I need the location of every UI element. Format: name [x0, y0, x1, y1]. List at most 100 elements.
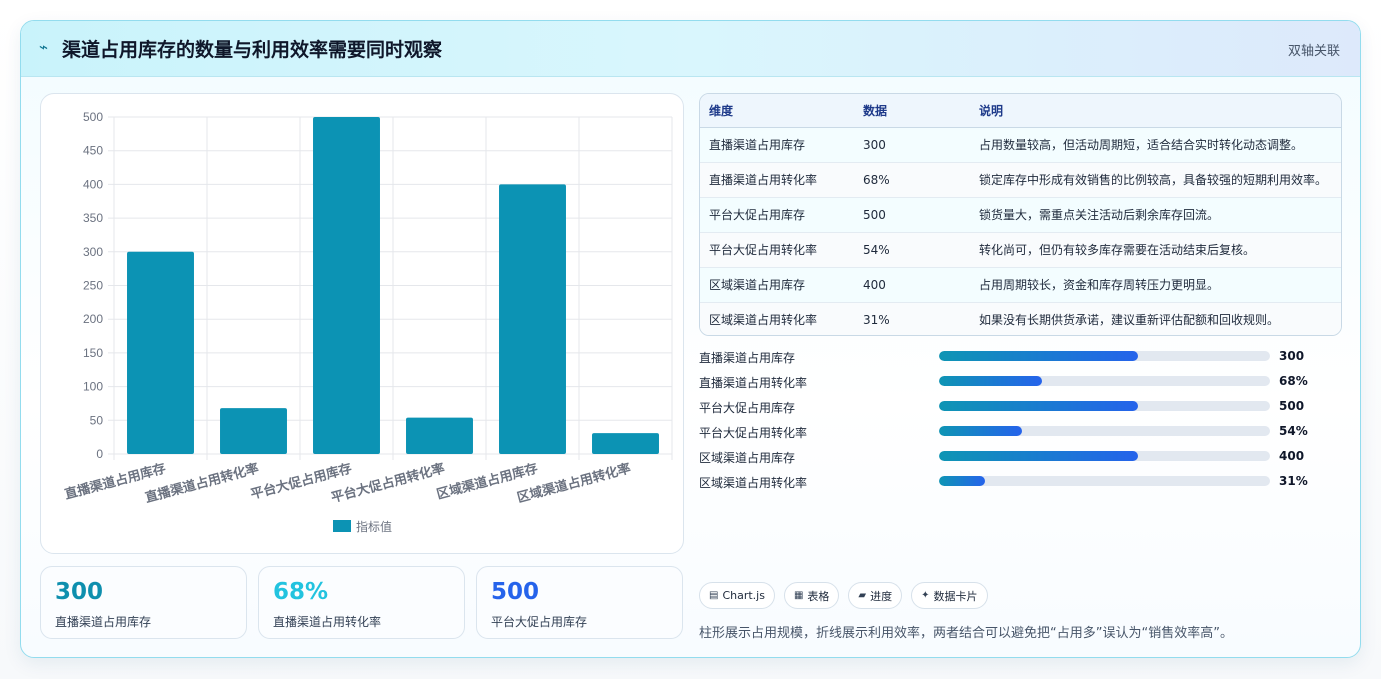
- dashboard-card: ⌁ 渠道占用库存的数量与利用效率需要同时观察 双轴关联 0 50 100 150 200…: [20, 20, 1361, 658]
- chip-progress[interactable]: ▰ 进度: [848, 582, 903, 609]
- table-header-row: 维度 数据 说明: [700, 94, 1341, 128]
- table-row: 区域渠道占用库存 400 占用周期较长，资金和库存周转压力更明显。: [700, 266, 1341, 302]
- table-cell: 转化尚可，但仍有较多库存需要在活动结束后复核。: [970, 231, 1341, 267]
- progress-track: [939, 426, 1270, 436]
- kpi-value: 68%: [273, 579, 329, 605]
- chip-data-cards[interactable]: ✦ 数据卡片: [911, 582, 988, 609]
- progress-row: 平台大促占用转化率 54%: [699, 422, 1342, 447]
- table-cell: 区域渠道占用库存: [700, 266, 854, 302]
- chip-table[interactable]: ▦ 表格: [783, 582, 840, 609]
- bar-chart: 050100150200250300350400450500直播渠道占用库存直播…: [63, 110, 673, 534]
- table-cell: 锁货量大，需重点关注活动后剩余库存回流。: [970, 196, 1341, 232]
- table-row: 平台大促占用库存 500 锁货量大，需重点关注活动后剩余库存回流。: [700, 196, 1341, 232]
- y-tick-label: 450: [83, 144, 103, 158]
- y-tick-label: 200: [83, 312, 103, 326]
- y-tick-label: 50: [90, 413, 104, 427]
- progress-value: 300: [1279, 349, 1305, 363]
- progress-label: 区域渠道占用转化率: [699, 476, 808, 490]
- footnote: 柱形展示占用规模，折线展示利用效率，两者结合可以避免把“占用多”误认为“销售效率…: [699, 626, 1233, 641]
- trend-line-icon: ⌁: [39, 38, 49, 56]
- chip-label: 进度: [870, 589, 893, 603]
- progress-list: 直播渠道占用库存 300 直播渠道占用转化率 68% 平台大促占用库存 500 平台大促占用…: [699, 347, 1342, 497]
- progress-fill: [939, 351, 1138, 361]
- table-cell: 400: [854, 266, 970, 302]
- progress-label: 区域渠道占用库存: [699, 451, 796, 465]
- progress-track: [939, 401, 1270, 411]
- data-table: 维度 数据 说明 直播渠道占用库存 300 占用数量较高，但活动周期短，适合结合…: [700, 94, 1341, 335]
- y-tick-label: 150: [83, 346, 103, 360]
- y-tick-label: 350: [83, 211, 103, 225]
- kpi-card-2: 68% 直播渠道占用转化率: [258, 566, 465, 639]
- bar: [313, 117, 380, 454]
- bar: [127, 251, 194, 454]
- bar: [592, 433, 659, 454]
- progress-row: 直播渠道占用库存 300: [699, 347, 1342, 372]
- kpi-label: 直播渠道占用库存: [55, 615, 152, 629]
- table-cell: 直播渠道占用转化率: [700, 161, 854, 197]
- y-tick-label: 400: [83, 177, 103, 191]
- y-tick-label: 100: [83, 380, 103, 394]
- progress-fill: [939, 401, 1138, 411]
- progress-label: 平台大促占用转化率: [699, 426, 808, 440]
- legend-label: 指标值: [356, 519, 392, 534]
- data-table-panel: 维度 数据 说明 直播渠道占用库存 300 占用数量较高，但活动周期短，适合结合…: [699, 93, 1342, 336]
- table-cell: 68%: [854, 161, 970, 197]
- table-cell: 31%: [854, 301, 970, 335]
- kpi-label: 直播渠道占用转化率: [273, 615, 382, 629]
- table-row: 区域渠道占用转化率 31% 如果没有长期供货承诺，建议重新评估配额和回收规则。: [700, 301, 1341, 335]
- table-cell: 占用周期较长，资金和库存周转压力更明显。: [970, 266, 1341, 302]
- progress-track: [939, 451, 1270, 461]
- chip-chartjs[interactable]: ▤ Chart.js: [699, 582, 775, 609]
- progress-row: 区域渠道占用转化率 31%: [699, 472, 1342, 497]
- table-cell: 300: [854, 126, 970, 162]
- progress-fill: [939, 376, 1042, 386]
- table-cell: 锁定库存中形成有效销售的比例较高，具备较强的短期利用效率。: [970, 161, 1341, 197]
- table-header-cell: 数据: [854, 94, 970, 128]
- table-header-cell: 维度: [700, 94, 854, 128]
- table-cell: 如果没有长期供货承诺，建议重新评估配额和回收规则。: [970, 301, 1341, 335]
- chip-label: 数据卡片: [933, 589, 978, 603]
- progress-label: 平台大促占用库存: [699, 401, 796, 415]
- table-cell: 占用数量较高，但活动周期短，适合结合实时转化动态调整。: [970, 126, 1341, 162]
- progress-fill: [939, 426, 1022, 436]
- progress-value: 500: [1279, 399, 1305, 413]
- table-icon: ▦: [793, 590, 804, 601]
- card-header: ⌁ 渠道占用库存的数量与利用效率需要同时观察 双轴关联: [21, 21, 1360, 77]
- progress-icon: ▰: [858, 590, 867, 601]
- y-tick-label: 300: [83, 245, 103, 259]
- progress-track: [939, 351, 1270, 361]
- progress-label: 直播渠道占用转化率: [699, 376, 808, 390]
- kpi-card-3: 500 平台大促占用库存: [476, 566, 683, 639]
- table-cell: 直播渠道占用库存: [700, 126, 854, 162]
- kpi-value: 500: [491, 579, 540, 605]
- header-tag: 双轴关联: [1287, 44, 1340, 59]
- table-cell: 平台大促占用库存: [700, 196, 854, 232]
- progress-row: 直播渠道占用转化率 68%: [699, 372, 1342, 397]
- table-cell: 区域渠道占用转化率: [700, 301, 854, 335]
- progress-fill: [939, 451, 1138, 461]
- progress-value: 68%: [1279, 374, 1308, 388]
- progress-label: 直播渠道占用库存: [699, 351, 796, 365]
- chip-label: 表格: [807, 589, 830, 603]
- progress-track: [939, 476, 1270, 486]
- table-row: 平台大促占用转化率 54% 转化尚可，但仍有较多库存需要在活动结束后复核。: [700, 231, 1341, 267]
- table-row: 直播渠道占用转化率 68% 锁定库存中形成有效销售的比例较高，具备较强的短期利用…: [700, 161, 1341, 197]
- kpi-label: 平台大促占用库存: [491, 615, 588, 629]
- legend-swatch: [333, 520, 351, 532]
- table-cell: 平台大促占用转化率: [700, 231, 854, 267]
- sparkle-icon: ✦: [921, 590, 930, 601]
- progress-row: 平台大促占用库存 500: [699, 397, 1342, 422]
- kpi-value: 300: [55, 579, 104, 605]
- bar-chart-panel: 0 50 100 150 200 250 300 350 400 450 500 直播渠道占用库存 直播…: [40, 93, 684, 554]
- bar: [499, 184, 566, 454]
- y-tick-label: 500: [83, 110, 103, 124]
- chip-row: ▤ Chart.js ▦ 表格 ▰ 进度 ✦ 数据卡片: [699, 582, 988, 609]
- kpi-card-1: 300 直播渠道占用库存: [40, 566, 247, 639]
- y-tick-label: 0: [96, 447, 103, 461]
- chip-label: Chart.js: [722, 589, 765, 602]
- progress-value: 400: [1279, 449, 1305, 463]
- bar: [220, 408, 287, 454]
- table-cell: 54%: [854, 231, 970, 267]
- y-tick-label: 250: [83, 279, 103, 293]
- chart-icon: ▤: [709, 590, 719, 601]
